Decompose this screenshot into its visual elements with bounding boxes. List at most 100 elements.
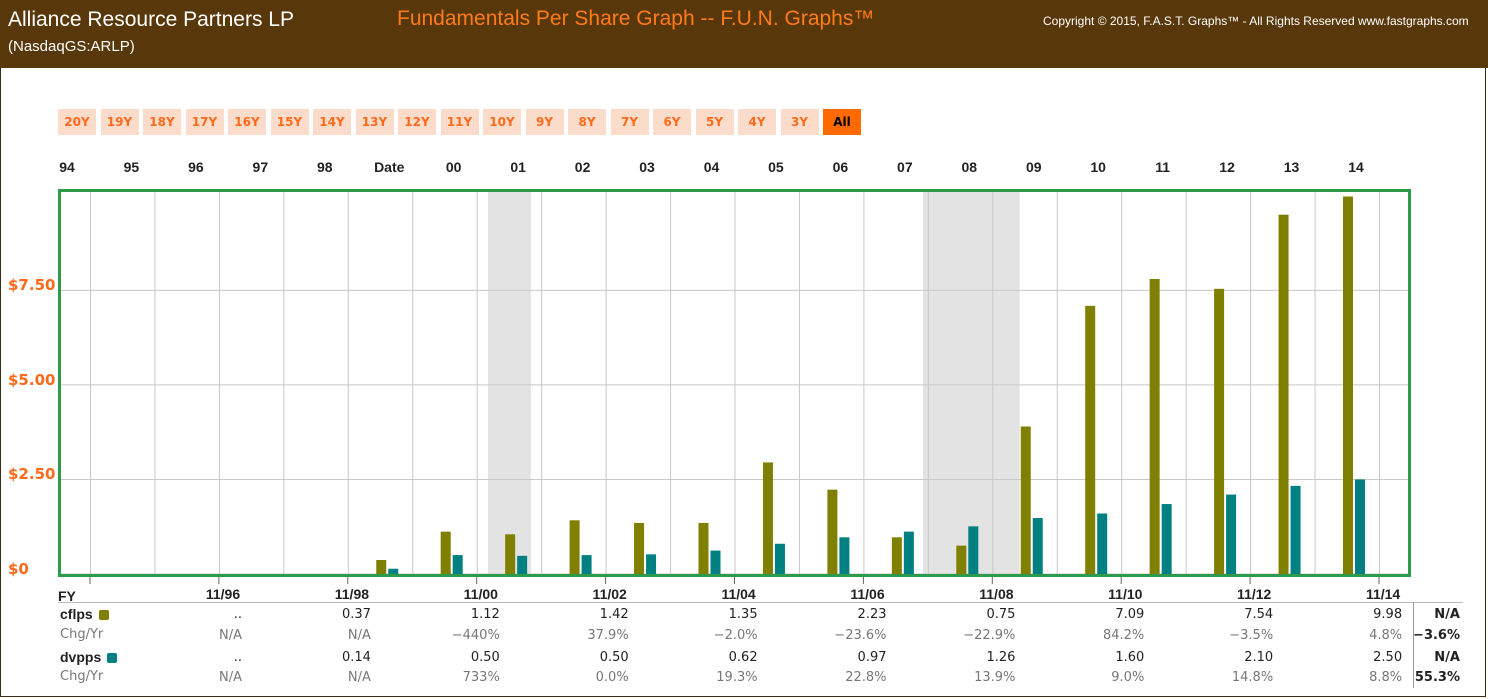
year-label: 13 [1283, 159, 1300, 175]
dvpps-bar [839, 537, 850, 574]
table-cell: 1.26 [986, 650, 1016, 665]
dvpps-bar [1290, 485, 1301, 574]
row-label-text: Chg/Yr [60, 627, 104, 642]
table-cell: .. [233, 650, 242, 665]
cflps-bar [440, 531, 451, 574]
table-cell: 37.9% [587, 628, 629, 643]
dvpps-bar [581, 555, 592, 574]
cflps-bar [1020, 426, 1031, 574]
dvpps-bar [1226, 494, 1237, 574]
y-tick-label: $5.00 [8, 370, 56, 389]
range-button-18y[interactable]: 18Y [143, 109, 181, 135]
year-label: 05 [768, 159, 784, 175]
year-label: 00 [445, 159, 462, 175]
table-cell: 9.98 [1373, 607, 1403, 622]
table-cell: 733% [462, 670, 500, 685]
range-button-16y[interactable]: 16Y [228, 109, 266, 135]
range-button-13y[interactable]: 13Y [355, 109, 394, 135]
table-cell: 1.12 [470, 607, 500, 622]
table-cell: 4.8% [1369, 628, 1403, 643]
cflps-bar [698, 522, 709, 574]
table-cell: 1.60 [1115, 650, 1145, 665]
fiscal-date-label: 11/12 [1237, 586, 1272, 602]
year-label: 95 [123, 159, 140, 175]
cflps-bar [827, 489, 838, 574]
row-label-text: cflps [60, 606, 93, 622]
dvpps-bar [968, 526, 979, 574]
table-cell: 2.50 [1373, 650, 1403, 665]
table-row-label: Chg/Yr [60, 669, 103, 684]
plot-area-border [58, 189, 1411, 577]
table-row-label: Chg/Yr [60, 627, 103, 642]
range-button-8y[interactable]: 8Y [568, 109, 606, 135]
graph-title: Fundamentals Per Share Graph -- F.U.N. G… [397, 7, 875, 30]
fiscal-date-label: 11/08 [979, 586, 1014, 602]
table-cell: 0.37 [341, 607, 371, 622]
table-cell: 22.8% [845, 670, 887, 685]
fiscal-date-label: 11/06 [850, 586, 885, 602]
row-label-text: dvpps [60, 649, 102, 665]
dvpps-bar [1032, 518, 1043, 574]
range-button-4y[interactable]: 4Y [738, 109, 776, 135]
year-label: 06 [832, 159, 849, 175]
cflps-bar [1149, 278, 1160, 574]
range-button-10y[interactable]: 10Y [483, 109, 521, 135]
range-button-3y[interactable]: 3Y [780, 109, 819, 135]
fiscal-date-label: 11/04 [721, 586, 756, 602]
range-button-19y[interactable]: 19Y [100, 109, 139, 135]
range-button-17y[interactable]: 17Y [185, 109, 224, 135]
year-label: 08 [961, 159, 978, 175]
cflps-bar [569, 520, 580, 574]
range-button-12y[interactable]: 12Y [398, 109, 436, 135]
table-cell: 84.2% [1102, 628, 1145, 643]
range-button-20y[interactable]: 20Y [58, 109, 96, 135]
year-label: 94 [59, 159, 75, 175]
range-button-5y[interactable]: 5Y [695, 109, 734, 135]
range-button-11y[interactable]: 11Y [440, 109, 479, 135]
table-cell: 2.10 [1244, 650, 1274, 665]
table-cell: 1.42 [599, 607, 629, 622]
summary-divider [1413, 602, 1414, 688]
year-label: 12 [1219, 159, 1235, 175]
table-cell: .. [233, 607, 242, 622]
dvpps-bar [1097, 513, 1108, 574]
y-tick-label: $7.50 [8, 276, 56, 295]
table-summary-cell: N/A [1434, 650, 1460, 665]
range-button-7y[interactable]: 7Y [610, 109, 649, 135]
table-cell: 0.62 [728, 650, 758, 665]
year-label: 02 [574, 159, 591, 175]
table-cell: 9.0% [1111, 670, 1145, 685]
cflps-bar [891, 537, 902, 574]
range-button-9y[interactable]: 9Y [525, 109, 564, 135]
dvpps-bar [1355, 479, 1365, 574]
cflps-bar [1085, 305, 1096, 574]
table-cell: 7.54 [1244, 607, 1274, 622]
table-divider [58, 602, 1463, 603]
table-cell: 2.23 [857, 607, 887, 622]
fiscal-date-label: 11/96 [205, 586, 241, 602]
company-name: Alliance Resource Partners LP [8, 8, 294, 31]
year-label: 11 [1155, 159, 1171, 175]
table-cell: 14.8% [1231, 670, 1274, 685]
range-button-all[interactable]: All [823, 109, 861, 135]
range-button-6y[interactable]: 6Y [653, 109, 691, 135]
row-label-text: Chg/Yr [60, 669, 104, 684]
dvpps-bar [774, 543, 785, 574]
cflps-bar [634, 522, 645, 574]
year-label: 09 [1025, 159, 1042, 175]
header-bar: Alliance Resource Partners LP (NasdaqGS:… [0, 0, 1488, 68]
table-cell: 0.50 [470, 650, 500, 665]
table-cell: 0.14 [341, 650, 371, 665]
range-button-15y[interactable]: 15Y [270, 109, 309, 135]
cflps-bar [376, 560, 387, 574]
legend-swatch [98, 610, 109, 620]
year-label: 03 [639, 159, 655, 175]
table-cell: 0.50 [599, 650, 629, 665]
range-button-14y[interactable]: 14Y [313, 109, 351, 135]
year-label: 14 [1348, 159, 1364, 175]
table-row-label: cflps [60, 606, 109, 622]
year-label: 96 [188, 159, 204, 175]
cflps-bar [505, 534, 516, 574]
table-cell: 7.09 [1115, 607, 1145, 622]
